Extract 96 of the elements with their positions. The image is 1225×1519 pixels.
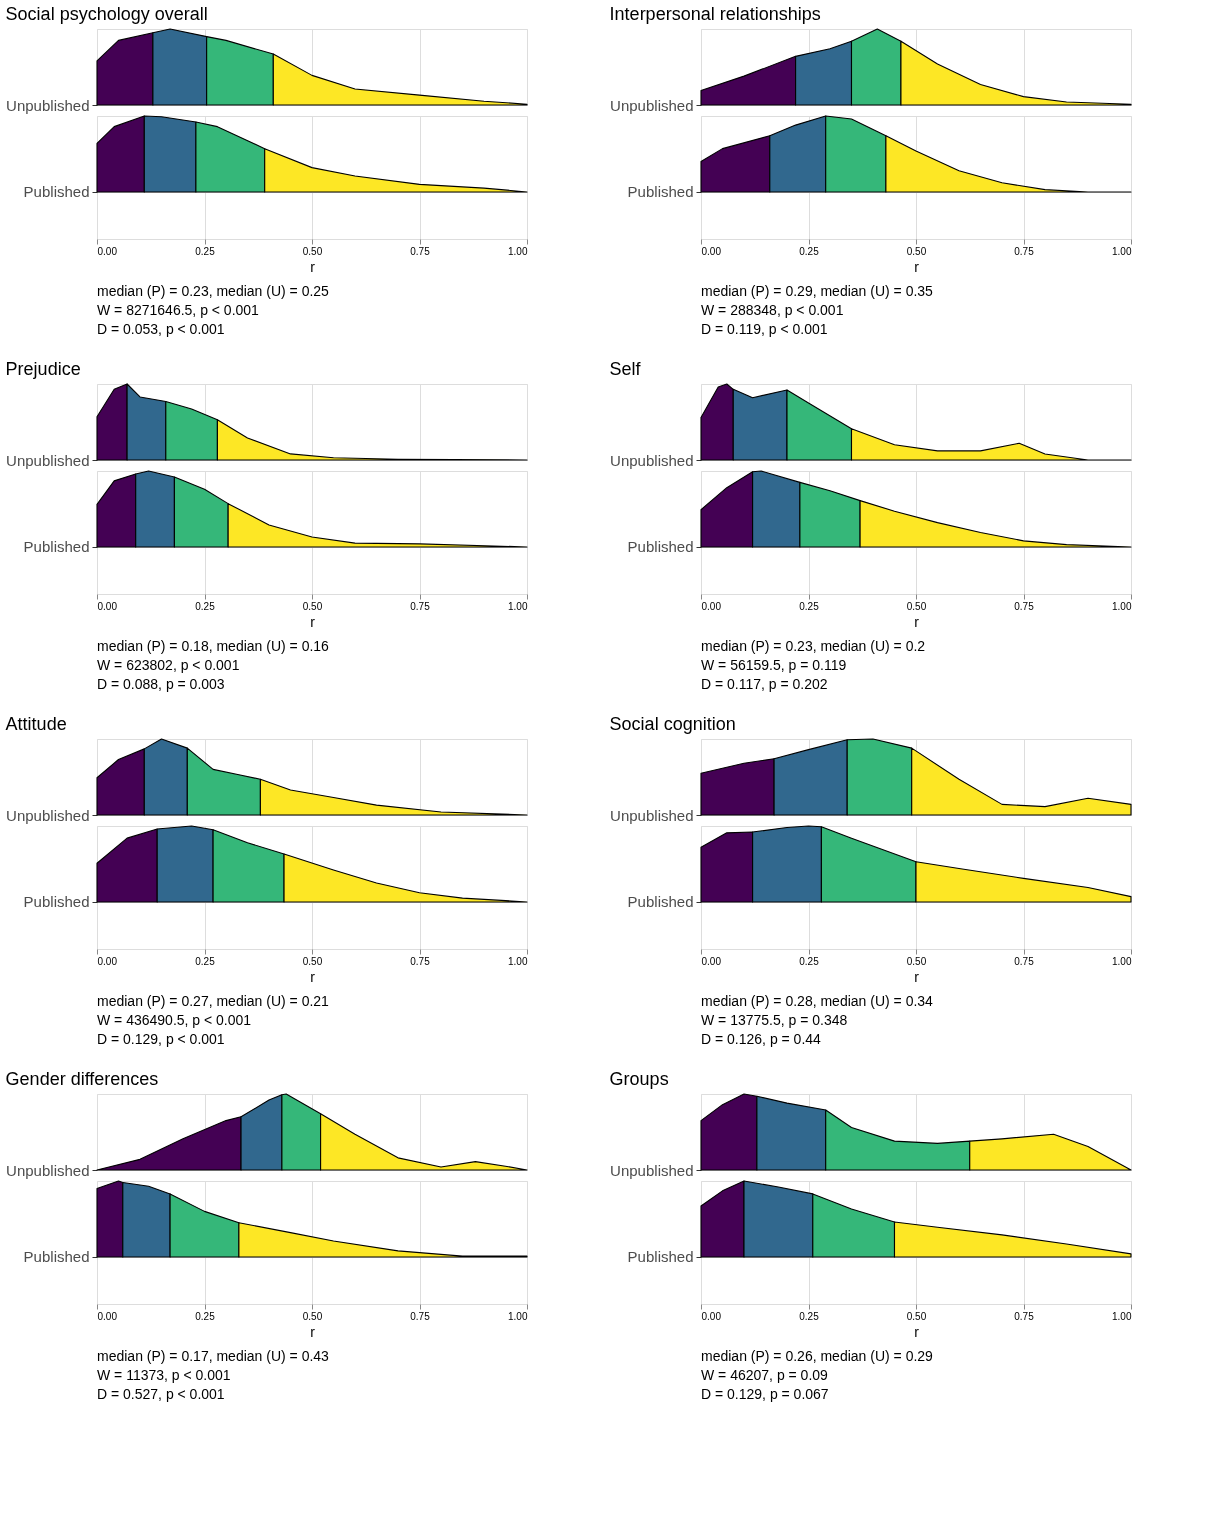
x-tick-label: 0.00: [701, 600, 722, 612]
text: W = 56159.5, p = 0.119: [701, 657, 847, 673]
x-tick-label: 0.50: [906, 955, 927, 967]
y-axis-title: Published: [23, 1248, 90, 1266]
x-tick-label: 1.00: [508, 600, 528, 612]
x-axis-title: r: [310, 613, 316, 630]
text: median (P) = 0.28, median (U) = 0.34: [701, 993, 934, 1009]
chart-title: Prejudice: [5, 359, 81, 380]
text: W = 13775.5, p = 0.348: [701, 1012, 848, 1028]
text: D = 0.527, p < 0.001: [97, 1386, 225, 1402]
text: D = 0.126, p = 0.44: [701, 1031, 822, 1047]
text: D = 0.119, p < 0.001: [701, 321, 828, 337]
x-axis-title: r: [914, 613, 920, 630]
x-tick-label: 0.25: [799, 600, 820, 612]
x-tick-label: 0.75: [1014, 955, 1035, 967]
x-tick-label: 1.00: [1112, 245, 1132, 257]
x-tick-label: 1.00: [508, 955, 528, 967]
x-tick-label: 0.50: [302, 1310, 323, 1322]
text: W = 46207, p = 0.09: [701, 1367, 829, 1383]
text: W = 623802, p < 0.001: [97, 657, 240, 673]
y-axis-title: Unpublished: [6, 806, 90, 824]
chart-title: Social psychology overall: [5, 4, 208, 25]
x-axis-title: r: [914, 1323, 920, 1340]
y-axis-title: Published: [23, 538, 90, 556]
x-tick-label: 0.25: [799, 245, 820, 257]
x-tick-label: 0.00: [701, 955, 722, 967]
text: W = 11373, p < 0.001: [97, 1367, 231, 1383]
chart-title: Groups: [609, 1069, 669, 1090]
y-axis-title: Published: [23, 893, 90, 911]
x-tick-label: 1.00: [1112, 1310, 1132, 1322]
x-tick-label: 0.50: [302, 245, 323, 257]
x-tick-label: 0.75: [410, 955, 431, 967]
chart-title: Attitude: [5, 714, 67, 735]
x-tick-label: 0.25: [799, 955, 820, 967]
text: median (P) = 0.17, median (U) = 0.43: [97, 1348, 330, 1364]
y-axis-title: Unpublished: [610, 96, 694, 114]
x-tick-label: 0.75: [1014, 245, 1035, 257]
x-tick-label: 1.00: [1112, 955, 1132, 967]
x-tick-label: 0.00: [97, 245, 118, 257]
x-tick-label: 1.00: [508, 1310, 528, 1322]
y-axis-title: Unpublished: [610, 806, 694, 824]
x-tick-label: 0.25: [799, 1310, 820, 1322]
y-axis-title: Unpublished: [6, 96, 90, 114]
text: median (P) = 0.23, median (U) = 0.2: [701, 638, 926, 654]
text: W = 8271646.5, p < 0.001: [97, 302, 260, 318]
x-axis-title: r: [914, 968, 920, 985]
x-tick-label: 0.75: [410, 1310, 431, 1322]
x-tick-label: 0.25: [195, 955, 216, 967]
chart-title: Gender differences: [5, 1069, 159, 1090]
text: D = 0.117, p = 0.202: [701, 676, 828, 692]
y-axis-title: Published: [23, 183, 90, 201]
chart-title: Interpersonal relationships: [609, 4, 821, 25]
text: median (P) = 0.27, median (U) = 0.21: [97, 993, 330, 1009]
x-tick-label: 0.75: [410, 600, 431, 612]
y-axis-title: Published: [627, 893, 694, 911]
chart-title: Self: [609, 359, 642, 380]
y-axis-title: Unpublished: [6, 451, 90, 469]
y-axis-title: Published: [627, 1248, 694, 1266]
text: W = 288348, p < 0.001: [701, 302, 844, 318]
x-axis-title: r: [310, 968, 316, 985]
y-axis-title: Unpublished: [610, 1161, 694, 1179]
chart-title: Social cognition: [609, 714, 736, 735]
y-axis-title: Unpublished: [610, 451, 694, 469]
x-tick-label: 0.50: [906, 1310, 927, 1322]
x-tick-label: 0.75: [1014, 600, 1035, 612]
x-axis-title: r: [310, 258, 316, 275]
x-tick-label: 0.25: [195, 600, 216, 612]
x-tick-label: 0.75: [1014, 1310, 1035, 1322]
x-tick-label: 0.50: [906, 245, 927, 257]
y-axis-title: Unpublished: [6, 1161, 90, 1179]
text: median (P) = 0.29, median (U) = 0.35: [701, 283, 934, 299]
x-tick-label: 0.00: [97, 600, 118, 612]
x-tick-label: 0.00: [97, 1310, 118, 1322]
x-tick-label: 0.75: [410, 245, 431, 257]
x-tick-label: 0.00: [97, 955, 118, 967]
x-tick-label: 0.50: [302, 600, 323, 612]
x-axis-title: r: [914, 258, 920, 275]
text: median (P) = 0.26, median (U) = 0.29: [701, 1348, 934, 1364]
text: median (P) = 0.23, median (U) = 0.25: [97, 283, 330, 299]
text: D = 0.129, p = 0.067: [701, 1386, 829, 1402]
x-axis-title: r: [310, 1323, 316, 1340]
x-tick-label: 0.50: [302, 955, 323, 967]
text: median (P) = 0.18, median (U) = 0.16: [97, 638, 330, 654]
y-axis-title: Published: [627, 538, 694, 556]
x-tick-label: 0.00: [701, 245, 722, 257]
text: W = 436490.5, p < 0.001: [97, 1012, 252, 1028]
x-tick-label: 1.00: [1112, 600, 1132, 612]
x-tick-label: 0.25: [195, 245, 216, 257]
x-tick-label: 0.00: [701, 1310, 722, 1322]
text: D = 0.053, p < 0.001: [97, 321, 225, 337]
x-tick-label: 1.00: [508, 245, 528, 257]
x-tick-label: 0.50: [906, 600, 927, 612]
x-tick-label: 0.25: [195, 1310, 216, 1322]
text: D = 0.129, p < 0.001: [97, 1031, 225, 1047]
y-axis-title: Published: [627, 183, 694, 201]
text: D = 0.088, p = 0.003: [97, 676, 225, 692]
